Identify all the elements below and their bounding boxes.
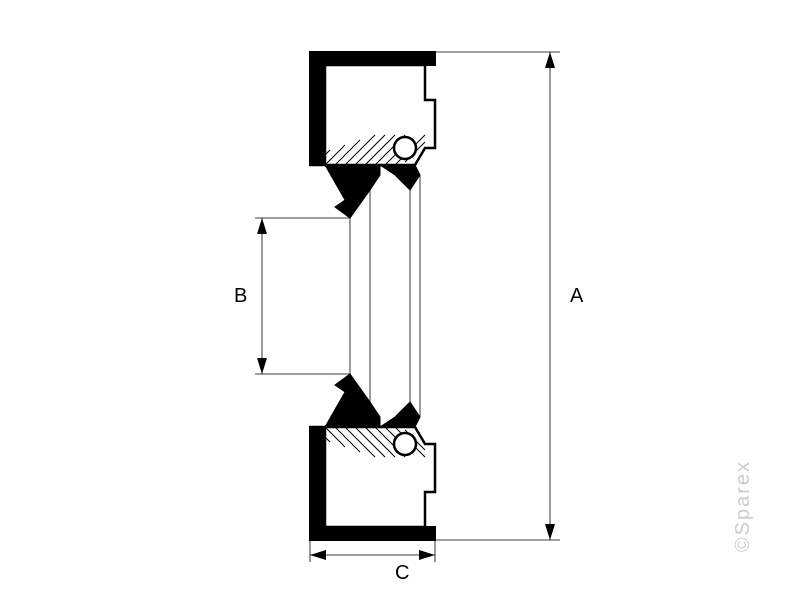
label-C: C [395,562,409,585]
dimension-A [435,52,560,540]
diagram-container: A B C ©Sparex [0,0,800,600]
bottom-seal-profile [310,374,435,540]
label-A: A [570,285,583,308]
dimension-B [255,218,350,374]
top-seal-profile [310,52,435,218]
watermark: ©Sparex [732,460,755,552]
dimension-C [310,540,435,562]
label-B: B [234,285,247,308]
seal-diagram-svg [0,0,800,600]
